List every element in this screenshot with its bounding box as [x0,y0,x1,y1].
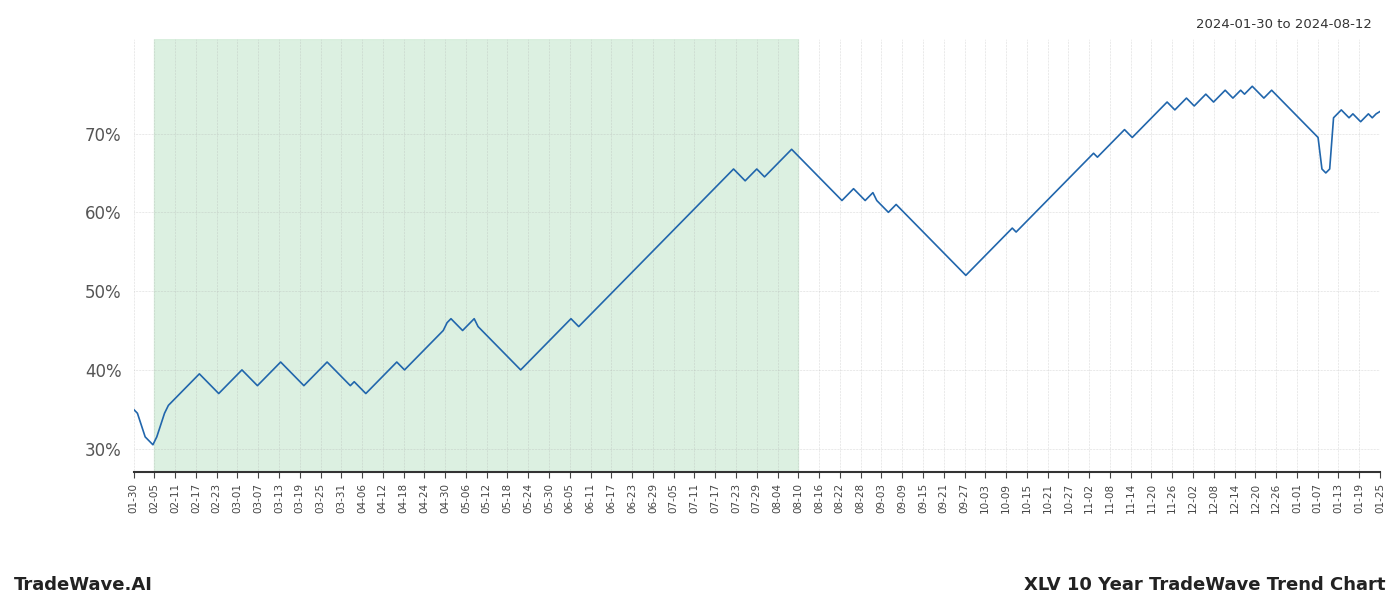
Text: XLV 10 Year TradeWave Trend Chart: XLV 10 Year TradeWave Trend Chart [1025,576,1386,594]
Bar [154,39,798,472]
Text: 2024-01-30 to 2024-08-12: 2024-01-30 to 2024-08-12 [1196,18,1372,31]
Text: TradeWave.AI: TradeWave.AI [14,576,153,594]
